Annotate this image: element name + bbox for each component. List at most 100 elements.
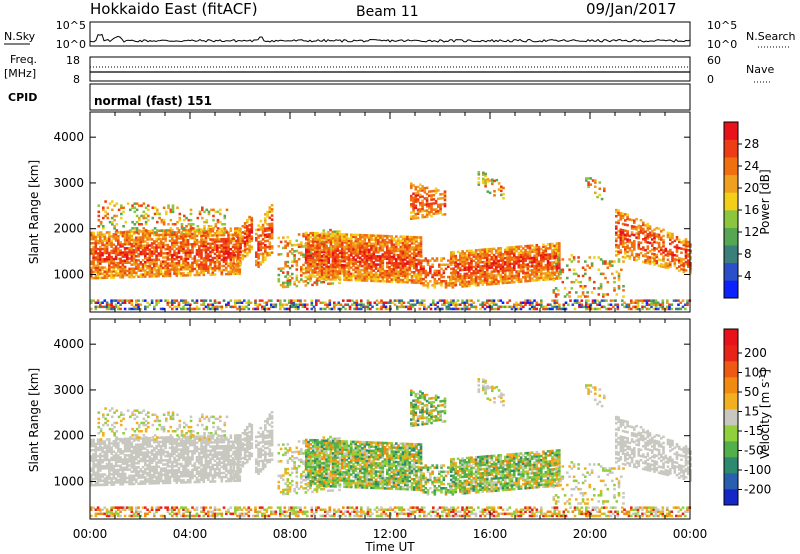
- power-cell: [231, 235, 235, 239]
- power-cell: [229, 233, 233, 237]
- power-cell: [626, 250, 629, 254]
- power-cell: [486, 270, 489, 274]
- power-cell: [648, 258, 652, 261]
- power-cell: [114, 299, 118, 302]
- power-cell: [450, 257, 453, 260]
- power-cell: [108, 239, 111, 242]
- power-cell: [148, 236, 152, 239]
- power-cell: [504, 252, 507, 256]
- power-cell: [432, 208, 436, 211]
- power-cell: [105, 231, 109, 234]
- power-cell: [434, 199, 438, 203]
- power-cell: [318, 265, 322, 268]
- power-cell: [408, 264, 412, 268]
- power-cell: [209, 273, 212, 276]
- power-cell: [259, 248, 263, 252]
- power-cell: [561, 280, 565, 284]
- power-cell: [193, 236, 197, 240]
- power-cell: [175, 274, 179, 277]
- power-cell: [304, 280, 308, 283]
- power-cell: [270, 228, 274, 232]
- power-cell: [359, 240, 362, 243]
- power-cell: [139, 269, 143, 272]
- power-cell: [626, 238, 629, 241]
- power-cell: [537, 268, 541, 271]
- power-cell: [404, 241, 407, 245]
- power-cell: [94, 239, 98, 243]
- power-cell: [343, 270, 346, 273]
- power-cell: [535, 270, 539, 274]
- power-cell: [90, 274, 93, 278]
- power-cell: [368, 271, 371, 274]
- power-cell: [483, 279, 487, 282]
- power-cell: [139, 252, 143, 256]
- power-cell: [502, 186, 505, 190]
- power-cell: [295, 239, 299, 242]
- power-cell: [680, 259, 683, 263]
- power-cell: [250, 225, 254, 228]
- power-cell: [137, 305, 140, 309]
- power-cell: [184, 259, 188, 263]
- power-cell: [359, 237, 362, 241]
- power-cell: [684, 242, 688, 245]
- power-cell: [441, 303, 444, 306]
- power-cell: [428, 213, 431, 216]
- power-cell: [234, 234, 238, 237]
- power-cell: [463, 285, 467, 288]
- power-cell: [227, 233, 230, 237]
- power-cell: [421, 201, 424, 205]
- power-cell: [164, 256, 167, 259]
- power-cell: [411, 303, 415, 306]
- power-cell: [184, 245, 188, 248]
- power-cell: [544, 268, 548, 271]
- power-cell: [669, 232, 672, 235]
- power-cell: [130, 234, 134, 238]
- power-cell: [207, 236, 210, 239]
- power-cell: [522, 255, 525, 258]
- power-cell: [585, 307, 588, 311]
- power-cell: [205, 231, 209, 234]
- power-cell: [150, 242, 154, 245]
- power-cell: [166, 254, 170, 257]
- power-cell: [175, 251, 179, 255]
- power-cell: [504, 263, 507, 266]
- power-cell: [307, 268, 310, 272]
- power-cell: [310, 301, 314, 304]
- power-cell: [209, 228, 212, 231]
- power-cell: [430, 194, 433, 197]
- power-cell: [245, 301, 248, 304]
- power-cell: [218, 244, 221, 247]
- power-cell: [329, 236, 333, 240]
- power-cell: [90, 260, 93, 263]
- power-cell: [626, 215, 629, 219]
- power-cell: [379, 240, 382, 244]
- power-cell: [602, 272, 605, 276]
- power-cell: [295, 264, 299, 267]
- power-cell: [513, 276, 516, 280]
- power-cell: [144, 265, 147, 268]
- power-cell: [318, 271, 322, 274]
- power-cell: [270, 224, 274, 228]
- power-cell: [266, 214, 269, 218]
- power-cell: [400, 301, 404, 304]
- power-cell: [377, 279, 380, 283]
- power-cell: [542, 305, 545, 309]
- power-cell: [195, 242, 199, 246]
- power-cell: [546, 243, 550, 246]
- power-cell: [552, 289, 556, 292]
- power-cell: [495, 268, 498, 271]
- power-cell: [151, 206, 155, 209]
- power-cell: [684, 244, 688, 247]
- power-cell: [334, 249, 337, 252]
- power-cell: [653, 247, 656, 250]
- power-cell: [372, 252, 376, 256]
- power-cell: [166, 245, 170, 249]
- power-cell: [126, 234, 129, 238]
- power-cell: [295, 284, 299, 288]
- power-cell: [456, 265, 460, 268]
- power-cell: [189, 236, 192, 240]
- power-cell: [664, 253, 668, 257]
- power-cell: [274, 303, 278, 306]
- power-cell: [316, 244, 319, 247]
- power-cell: [360, 299, 363, 302]
